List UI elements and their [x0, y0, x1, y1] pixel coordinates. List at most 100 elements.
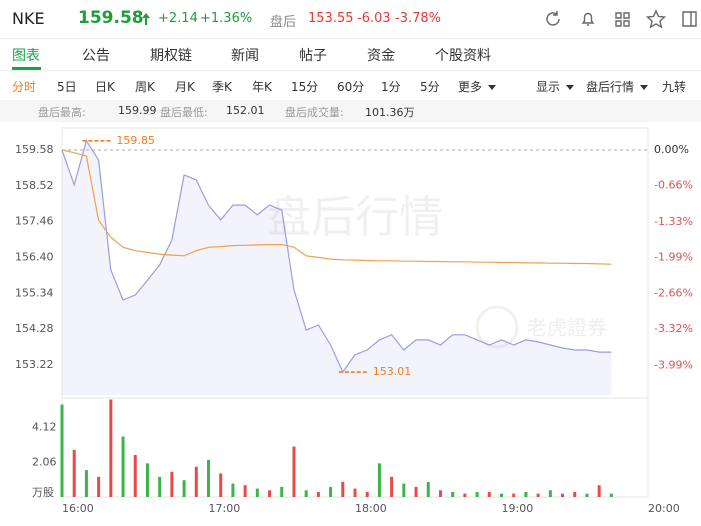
- volume-bar: [341, 481, 345, 497]
- watermark: 盘后行情: [267, 192, 443, 243]
- star-icon[interactable]: [645, 9, 667, 29]
- period-tab[interactable]: 分时: [12, 80, 37, 94]
- volume-bar: [292, 446, 296, 497]
- tab-bar: 图表 公告 期权链 新闻 帖子 资金 个股资料: [0, 38, 701, 71]
- y-tick-label: 155.34: [15, 286, 54, 299]
- price-line: [61, 139, 612, 374]
- volume-bar: [487, 491, 491, 497]
- volume-bar: [512, 493, 516, 497]
- volume-bar: [573, 491, 577, 497]
- after-change: -6.03: [357, 11, 391, 26]
- volume-bar: [609, 493, 613, 497]
- period-tab[interactable]: 60分: [337, 80, 365, 94]
- volume-tick-label: 4.12: [32, 421, 57, 434]
- panel-icon[interactable]: [682, 11, 697, 27]
- x-tick-label: 17:00: [209, 502, 241, 515]
- x-tick-label: 19:00: [502, 502, 534, 515]
- volume-bar: [97, 476, 101, 497]
- symbol: NKE: [12, 9, 45, 28]
- tab[interactable]: 帖子: [299, 48, 327, 64]
- tab[interactable]: 期权链: [150, 48, 192, 64]
- volume-bar: [121, 436, 125, 497]
- after-price: 153.55: [308, 11, 354, 26]
- grid-icon[interactable]: [615, 12, 630, 27]
- volume-bar: [84, 470, 88, 497]
- volume-bar: [390, 476, 394, 497]
- y2-tick-label: -1.99%: [654, 250, 693, 263]
- period-tab[interactable]: 更多: [458, 78, 496, 95]
- stats-bar: 盘后最高: 159.99 盘后最低: 152.01 盘后成交量: 101.36万: [0, 100, 701, 122]
- header: NKE 159.58 +2.14 +1.36% 盘后 153.55 -6.03 …: [0, 0, 701, 39]
- period-tab[interactable]: 5分: [420, 80, 440, 94]
- volume-bar: [377, 463, 381, 497]
- volume-bar: [524, 491, 528, 497]
- stat-value: 159.99: [118, 104, 157, 117]
- x-tick-label: 20:00: [648, 502, 680, 515]
- volume-bar: [463, 493, 467, 497]
- period-tab[interactable]: 显示: [536, 78, 574, 95]
- tab[interactable]: 个股资料: [435, 48, 491, 64]
- period-tab[interactable]: 盘后行情: [586, 78, 648, 95]
- refresh-icon[interactable]: [546, 11, 560, 26]
- y-tick-label: 158.52: [15, 179, 54, 192]
- period-tab[interactable]: 日K: [95, 80, 115, 94]
- volume-bar: [304, 490, 308, 497]
- volume-bar: [60, 404, 64, 497]
- volume-bar: [500, 493, 503, 497]
- stat-label: 盘后成交量:: [285, 106, 344, 119]
- period-tab[interactable]: 15分: [291, 80, 319, 94]
- volume-bar: [170, 471, 174, 497]
- volume-bar: [548, 490, 552, 497]
- tab[interactable]: 资金: [367, 48, 395, 64]
- volume-bar: [365, 491, 369, 497]
- tab[interactable]: 新闻: [231, 48, 259, 64]
- volume-bar: [194, 466, 198, 497]
- volume-bar: [451, 491, 455, 497]
- volume-bar: [145, 463, 149, 497]
- volume-bar: [280, 486, 284, 497]
- volume-bar: [255, 488, 259, 497]
- volume-tick-label: 2.06: [32, 455, 57, 468]
- volume-bar: [109, 399, 113, 497]
- volume-bar: [158, 476, 162, 497]
- period-tab[interactable]: 九转: [662, 80, 687, 94]
- tab[interactable]: 图表: [12, 48, 40, 64]
- volume-bar: [475, 491, 479, 497]
- y-tick-label: 156.40: [15, 250, 54, 263]
- volume-bar: [597, 485, 601, 497]
- stat-value: 101.36万: [365, 106, 415, 119]
- price-area: [62, 140, 612, 395]
- period-tab[interactable]: 1分: [381, 80, 401, 94]
- period-tab[interactable]: 月K: [175, 80, 195, 94]
- volume-bar: [72, 449, 76, 497]
- volume-bar: [329, 486, 333, 497]
- volume-bar: [585, 493, 589, 497]
- volume-bar: [133, 454, 137, 497]
- y2-tick-label: -3.99%: [654, 358, 693, 371]
- active-underline: [12, 67, 41, 70]
- brand-logo: [475, 305, 519, 349]
- price: 159.58: [78, 8, 144, 28]
- volume-bar: [438, 490, 442, 497]
- after-change-pct: -3.78%: [395, 11, 441, 26]
- period-tab[interactable]: 年K: [252, 80, 272, 94]
- y-tick-label: 153.22: [15, 358, 54, 371]
- period-tab[interactable]: 季K: [212, 80, 232, 94]
- brand-watermark: 老虎證券: [527, 316, 607, 340]
- average-line: [61, 149, 612, 265]
- y-tick-label: 157.46: [15, 215, 54, 228]
- bell-icon[interactable]: [581, 12, 595, 26]
- stat-label: 盘后最低:: [160, 106, 208, 119]
- x-tick-label: 16:00: [62, 502, 94, 515]
- tab[interactable]: 公告: [82, 48, 110, 64]
- x-tick-label: 18:00: [355, 502, 387, 515]
- annotation-label: 159.85: [116, 134, 154, 147]
- volume-bar: [536, 493, 540, 497]
- period-tab[interactable]: 周K: [135, 80, 155, 94]
- period-tab[interactable]: 5日: [57, 80, 77, 94]
- volume-unit: 万股: [32, 486, 54, 499]
- volume-bar: [231, 483, 235, 497]
- y2-tick-label: 0.00%: [654, 143, 689, 156]
